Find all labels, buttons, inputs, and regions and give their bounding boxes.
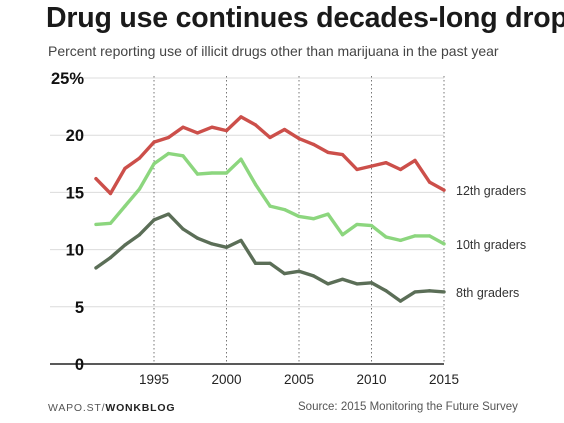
data-point [195, 131, 200, 135]
data-point [355, 282, 359, 286]
series-label: 10th graders [456, 238, 526, 252]
data-point [282, 207, 287, 212]
data-point [137, 187, 142, 191]
data-point [210, 171, 214, 175]
chart-title: Drug use continues decades-long drop [46, 2, 564, 34]
data-point [181, 125, 185, 129]
data-point [239, 238, 243, 243]
data-point [195, 236, 200, 240]
y-tick-label: 0 [75, 356, 84, 374]
x-tick-label: 2000 [211, 372, 241, 387]
x-tick-label: 2010 [356, 372, 386, 387]
data-point [108, 191, 113, 196]
data-point [181, 154, 185, 158]
data-point [442, 188, 446, 192]
data-point [311, 217, 316, 221]
data-point [326, 212, 330, 216]
data-point [253, 261, 258, 265]
data-point [108, 256, 113, 260]
data-point [282, 127, 287, 132]
data-point [398, 238, 403, 243]
data-point [442, 290, 446, 294]
data-point [224, 171, 229, 175]
series-line [94, 115, 446, 196]
data-point [326, 282, 330, 286]
y-tick-label: 15 [66, 184, 84, 202]
source-note: Source: 2015 Monitoring the Future Surve… [298, 401, 518, 413]
data-point [398, 167, 403, 172]
data-point [355, 167, 359, 172]
data-point [195, 172, 200, 176]
data-point [442, 242, 446, 246]
data-point [268, 135, 272, 140]
credit-brand: WONKBLOG [105, 402, 176, 414]
data-point [239, 115, 243, 119]
data-point [108, 221, 113, 225]
series-label: 8th graders [456, 286, 519, 300]
data-point [413, 234, 417, 238]
data-point [210, 242, 214, 246]
x-tick-label: 2005 [284, 372, 314, 387]
data-point [413, 290, 417, 294]
series-label: 12th graders [456, 184, 526, 198]
data-point [137, 233, 142, 237]
data-point [94, 177, 98, 181]
data-point [268, 204, 272, 208]
data-point [224, 129, 229, 133]
x-tick-label: 2015 [429, 372, 459, 387]
data-point [369, 223, 374, 228]
data-point [253, 123, 258, 127]
credit-prefix: WAPO.ST/ [48, 402, 106, 414]
x-tick-label: 1995 [139, 372, 169, 387]
y-tick-label: 25% [51, 70, 84, 88]
data-point [137, 156, 142, 160]
y-tick-label: 20 [66, 127, 84, 145]
data-point [282, 272, 287, 276]
data-point [340, 277, 345, 281]
chart-subtitle: Percent reporting use of illicit drugs o… [48, 43, 499, 59]
data-point [123, 204, 127, 208]
data-point [398, 299, 403, 303]
data-point [384, 235, 388, 239]
data-point [384, 289, 388, 293]
data-point [239, 157, 243, 161]
data-point [94, 222, 98, 227]
data-point [369, 281, 374, 285]
data-point [427, 234, 432, 238]
data-point [297, 269, 301, 273]
data-point [268, 261, 272, 265]
data-point [427, 289, 432, 293]
data-point [94, 266, 98, 270]
data-point [152, 140, 156, 144]
data-point [340, 233, 345, 237]
data-point [210, 125, 214, 129]
data-point [224, 245, 229, 249]
data-point [297, 214, 301, 219]
data-point [311, 274, 316, 278]
data-point [181, 227, 185, 231]
data-point [413, 158, 417, 162]
data-point [427, 180, 432, 184]
data-point [166, 135, 171, 140]
data-point [166, 212, 171, 216]
data-point [311, 142, 316, 146]
data-point [123, 243, 127, 247]
data-point [340, 153, 345, 157]
data-point [123, 166, 127, 170]
data-point [152, 162, 156, 166]
data-point [326, 150, 330, 154]
credit-line: WAPO.ST/WONKBLOG [48, 402, 175, 414]
data-point [369, 164, 374, 168]
data-point [384, 161, 388, 165]
data-point [297, 137, 301, 141]
data-point [166, 151, 171, 156]
y-tick-label: 10 [66, 242, 84, 260]
data-point [253, 182, 258, 186]
data-point [355, 222, 359, 227]
data-point [152, 218, 156, 222]
y-tick-label: 5 [75, 299, 84, 317]
series-line [94, 212, 446, 303]
